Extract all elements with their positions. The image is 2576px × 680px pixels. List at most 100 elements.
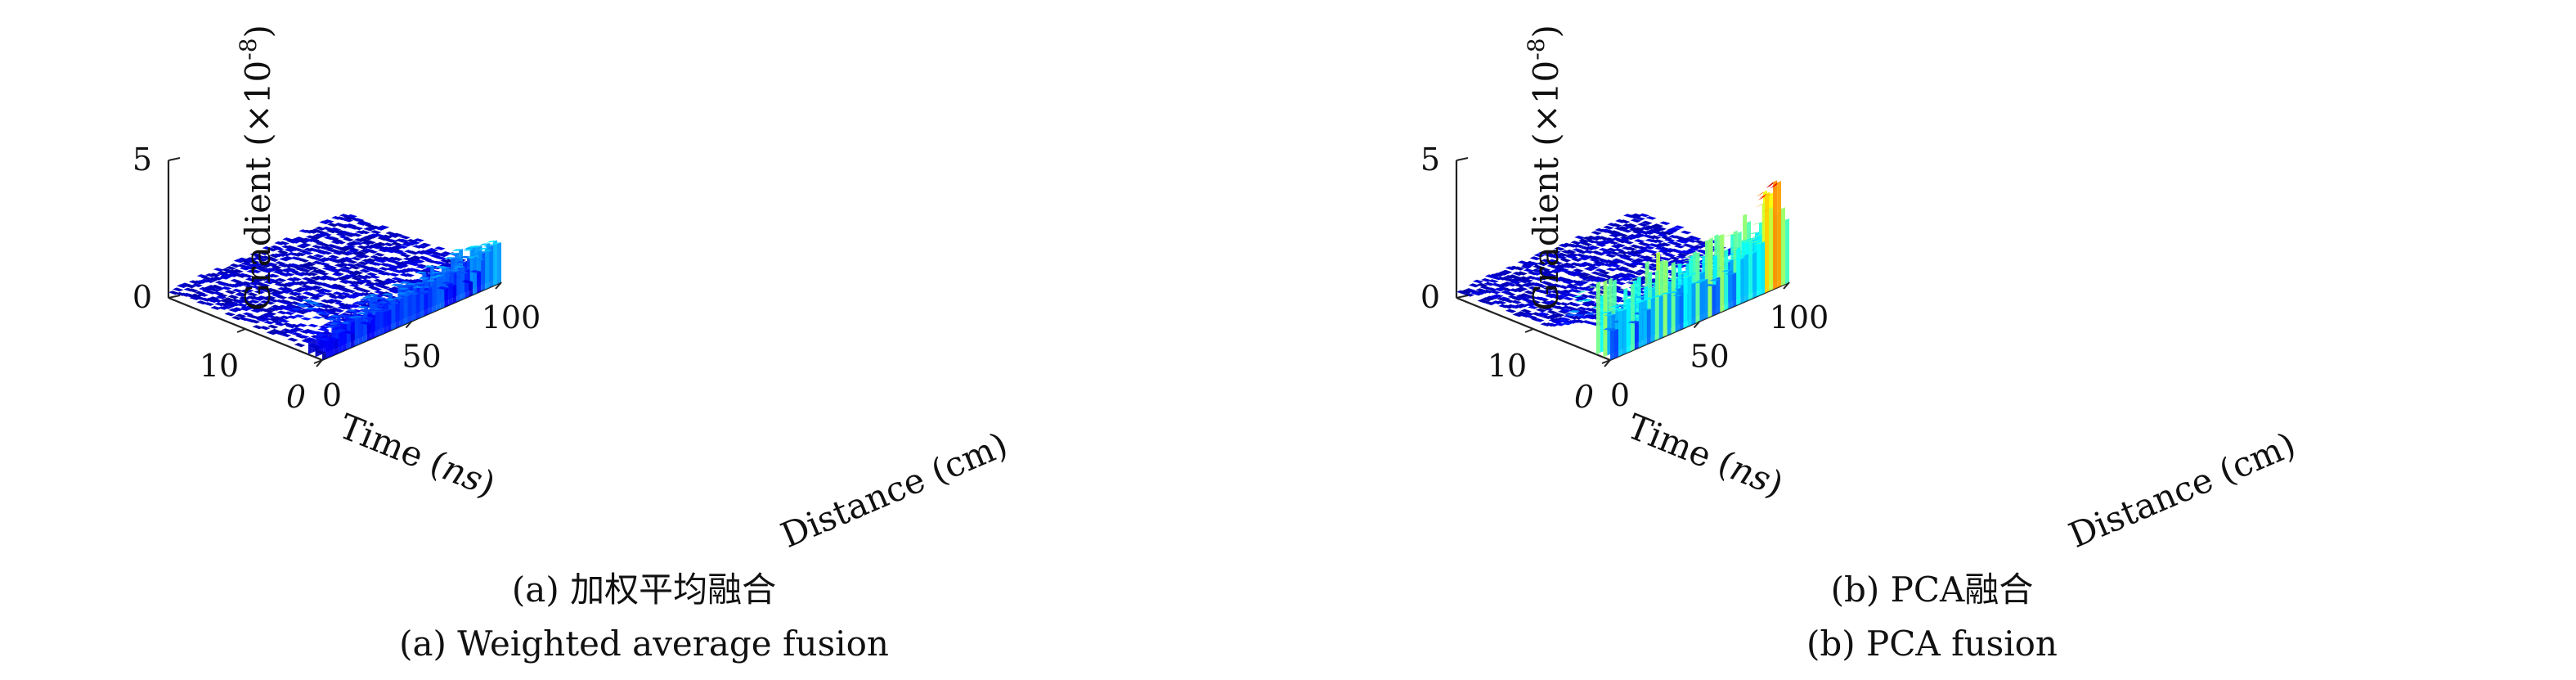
surface-front-wall [346, 322, 351, 349]
surface-patch [1689, 245, 1701, 250]
surface-front-wall [1638, 301, 1643, 348]
surface-patch [283, 255, 294, 260]
surface-patch [323, 304, 334, 308]
surface-patch [352, 226, 364, 231]
surface-patch [1741, 239, 1753, 244]
surface-patch [323, 219, 334, 223]
surface-front-wall [350, 332, 355, 348]
surface-patch [1630, 276, 1641, 281]
surface-patch [1647, 229, 1658, 233]
surface-patch [1681, 258, 1693, 263]
surface-patch [430, 271, 442, 274]
surface-patch [1668, 256, 1681, 261]
surface-front-wall [338, 331, 343, 354]
surface-patch [1492, 272, 1505, 277]
surface-patch [334, 240, 346, 245]
surface-patch [1545, 315, 1557, 320]
surface-patch [242, 274, 254, 278]
surface-patch [298, 281, 309, 286]
surface-patch [422, 251, 433, 255]
surface-patch [1564, 292, 1576, 297]
surface-patch [222, 273, 235, 278]
surface-patch [366, 258, 377, 263]
y-tick-label: 0 [1574, 379, 1594, 415]
surface-patch [335, 295, 347, 299]
surface-patch [224, 270, 236, 274]
surface-patch [266, 331, 278, 335]
surface-patch [358, 254, 370, 259]
surface-patch [335, 277, 348, 281]
caption-b-en: (b) PCA fusion [1806, 624, 2058, 664]
x-axis-label: Distance (cm) [775, 424, 1013, 556]
surface-patch [326, 244, 338, 248]
surface-patch [1479, 290, 1490, 294]
surface-patch [278, 319, 290, 323]
surface-patch [482, 245, 495, 247]
surface-patch [1512, 313, 1524, 317]
surface-patch [1529, 256, 1542, 261]
surface-patch [1513, 288, 1524, 293]
surface-patch [299, 268, 312, 272]
surface-patch [1591, 271, 1602, 276]
surface-patch [1662, 231, 1674, 236]
surface-front-wall [1757, 240, 1761, 297]
surface-patch [359, 268, 370, 273]
surface-patch [1669, 227, 1681, 232]
surface-patch [1676, 272, 1688, 276]
surface-patch [345, 242, 357, 246]
surface-patch [1607, 328, 1618, 331]
surface-patch [1558, 285, 1569, 290]
surface-patch [279, 257, 290, 262]
surface-patch [1642, 255, 1654, 260]
surface-patch [451, 249, 463, 251]
surface-patch [1587, 265, 1600, 269]
surface-patch [1487, 287, 1498, 291]
surface-patch [387, 279, 399, 284]
surface-front-wall [366, 322, 371, 341]
caption-b-cn: (b) PCA融合 [1830, 570, 2034, 610]
surface-patch [301, 263, 312, 268]
surface-patch [1583, 287, 1595, 292]
surface-patch [443, 257, 456, 259]
surface-patch [1653, 259, 1665, 264]
surface-patch [285, 281, 297, 286]
surface-patch [1536, 284, 1547, 288]
surface-front-wall [1614, 329, 1618, 358]
surface-patch [1737, 253, 1749, 257]
surface-patch [348, 283, 361, 288]
surface-patch [1572, 315, 1583, 320]
surface-patch [1512, 272, 1524, 276]
surface-patch [1543, 300, 1555, 305]
z-axis-label: Gradient (×10-8) [1523, 25, 1566, 311]
surface-patch [1673, 284, 1685, 286]
surface-patch [260, 277, 272, 281]
surface-patch [1626, 246, 1637, 251]
surface-patch [1619, 219, 1631, 224]
surface-patch [273, 306, 285, 311]
surface-patch [381, 293, 393, 295]
surface-patch [1653, 239, 1664, 244]
surface-patch [286, 277, 298, 282]
surface-patch [1698, 239, 1709, 245]
surface-patch [1561, 250, 1573, 254]
surface-patch [312, 304, 325, 307]
surface-patch [264, 314, 276, 318]
surface-patch [1606, 247, 1618, 252]
surface-patch [1594, 251, 1606, 256]
y-tick-mark [1601, 359, 1611, 364]
surface-patch [1523, 312, 1535, 316]
surface-patch [273, 331, 285, 335]
surface-patch [388, 272, 400, 277]
surface-patch [259, 263, 272, 268]
surface-patch [291, 253, 303, 257]
surface-patch [352, 241, 364, 245]
x-tick-label: 0 [1610, 377, 1630, 413]
surface-front-wall [1610, 328, 1614, 360]
surface-patch [338, 262, 350, 267]
surface-patch [1543, 261, 1555, 265]
surface-patch [1584, 312, 1596, 315]
surface-patch [276, 295, 288, 299]
surface-patch [235, 313, 247, 318]
surface-patch [258, 251, 269, 255]
surface-patch [215, 295, 227, 299]
